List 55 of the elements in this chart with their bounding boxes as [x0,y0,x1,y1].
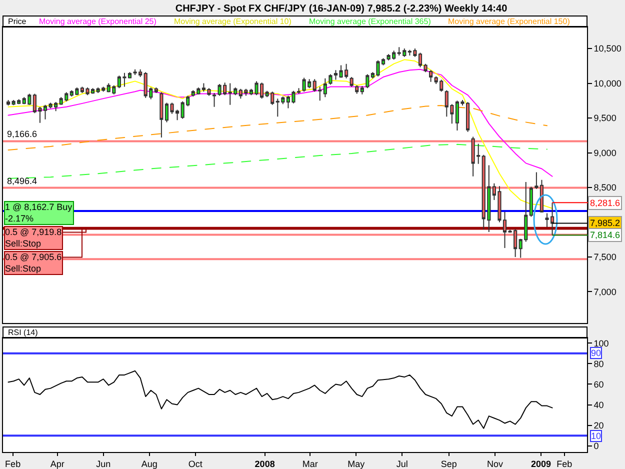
x-tick-label: Feb [556,458,572,469]
ref-line-label: 10 [591,431,602,441]
ref-line-label: 9,166.6 [7,129,38,139]
candlestick [154,86,158,94]
x-tick-label: 2008 [254,458,275,469]
ref-line-label: 90 [591,348,602,358]
x-tick-label: Sep [440,458,457,469]
y-axis-title: Price [8,17,27,26]
x-tick-label: 2009 [530,458,551,469]
candlestick [160,92,164,138]
line-series [8,144,548,179]
y-tick-label: 80 [594,358,604,369]
y-tick-label: 20 [594,420,604,430]
text: Moving average (Exponential 150) [448,17,570,26]
candlestick [355,84,359,94]
y-tick-label: 0 [594,440,599,451]
line-series [8,105,548,150]
candlestick [360,86,364,95]
y-tick-label: 40 [594,400,604,410]
text: Moving average (Exponential 10) [174,17,292,26]
text: Moving average (Exponential 25) [39,17,157,26]
line-series [8,68,553,177]
annotation: 7,814.6 [590,230,620,240]
y-axis-title: RSI (14) [8,328,38,337]
x-tick-label: Apr [50,458,64,469]
candlestick [540,179,544,214]
x-tick-label: Nov [486,458,504,469]
x-tick-label: May [348,458,366,469]
y-tick-label: 100 [594,338,609,348]
y-tick-label: 7,000 [594,286,616,297]
y-tick-label: 9,500 [594,113,616,124]
y-tick-label: 10,500 [594,44,622,54]
annotation: 7,985.2 [590,218,620,228]
x-tick-label: Feb [5,458,21,469]
annotation: 8,281.6 [590,198,620,208]
line-series [8,370,553,429]
x-tick-label: Aug [141,458,158,469]
text: Moving average (Exponential 365) [309,17,432,26]
y-tick-label: 9,000 [594,148,616,158]
candlestick [350,76,354,88]
ref-line-label: 0.5 @ 7,905.6 Sell:Stop [5,252,62,274]
x-tick-label: Jul [396,458,408,469]
ref-line-label: 0.5 @ 7,919.8 Sell:Stop [5,227,62,249]
y-tick-label: 10,000 [594,78,622,88]
y-tick-label: 60 [594,379,604,390]
x-tick-label: Jun [96,458,111,469]
ref-line-label: 1 @ 8,162.7 Buy -2.17% [5,202,73,224]
candlestick [6,99,10,106]
x-tick-label: Oct [188,458,203,469]
chart-title: CHFJPY - Spot FX CHF/JPY (16-JAN-09) 7,985.2 (-2.23%) Weekly 14:40 [175,4,508,14]
y-tick-label: 8,500 [594,182,616,193]
x-tick-label: Mar [302,458,318,469]
y-tick-label: 7,500 [594,252,616,262]
candlestick [366,74,370,89]
ref-line-label: 8,496.4 [7,176,38,186]
